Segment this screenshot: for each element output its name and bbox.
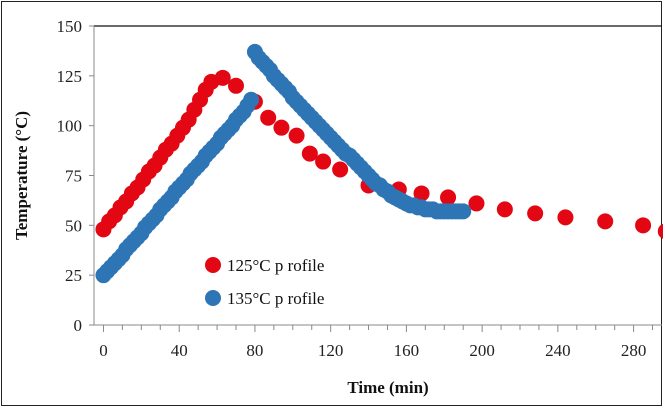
y-tick-label: 150 — [57, 17, 83, 36]
axis-layer: 0 25 50 75 100 125 150 0 40 80 120 160 200 240 280 — [57, 17, 662, 360]
x-tick-label: 280 — [621, 341, 647, 360]
legend-label-series-1: 125°C p rofile — [227, 256, 324, 275]
data-point-series-1 — [440, 189, 457, 206]
data-point-series-1 — [657, 223, 663, 239]
points-layer — [95, 43, 663, 284]
x-tick-label: 120 — [318, 341, 344, 360]
x-tick-label: 160 — [394, 341, 420, 360]
y-axis-title: Temperature (°C) — [12, 111, 31, 240]
legend-label-series-2: 135°C p rofile — [227, 289, 324, 308]
y-tick-label: 125 — [57, 67, 83, 86]
data-point-series-2 — [243, 91, 260, 108]
data-point-series-1 — [527, 205, 544, 222]
legend-marker-series-2 — [205, 290, 221, 306]
x-tick-label: 0 — [99, 341, 108, 360]
legend: 125°C p rofile 135°C p rofile — [205, 256, 324, 308]
data-point-series-1 — [413, 185, 430, 202]
data-point-series-1 — [315, 153, 332, 170]
data-point-series-1 — [635, 217, 652, 234]
y-tick-label: 75 — [65, 167, 82, 186]
legend-marker-series-1 — [205, 257, 221, 273]
y-tick-label: 100 — [57, 117, 83, 136]
data-point-series-1 — [260, 109, 277, 126]
data-point-series-1 — [557, 209, 574, 226]
data-point-series-1 — [301, 145, 318, 162]
x-axis-title: Time (min) — [347, 378, 428, 397]
data-point-series-1 — [332, 161, 349, 178]
data-point-series-1 — [228, 77, 244, 94]
x-tick-label: 240 — [545, 341, 571, 360]
data-point-series-1 — [468, 195, 485, 212]
data-point-series-1 — [214, 69, 231, 86]
x-tick-label: 40 — [171, 341, 188, 360]
y-tick-label: 0 — [74, 316, 83, 335]
data-point-series-1 — [273, 119, 290, 136]
data-point-series-2 — [455, 203, 472, 220]
data-point-series-1 — [288, 127, 305, 144]
data-point-series-1 — [496, 201, 513, 218]
x-tick-label: 80 — [246, 341, 263, 360]
y-tick-label: 25 — [65, 266, 82, 285]
x-tick-label: 200 — [469, 341, 495, 360]
y-tick-label: 50 — [65, 216, 82, 235]
data-point-series-1 — [597, 213, 614, 230]
